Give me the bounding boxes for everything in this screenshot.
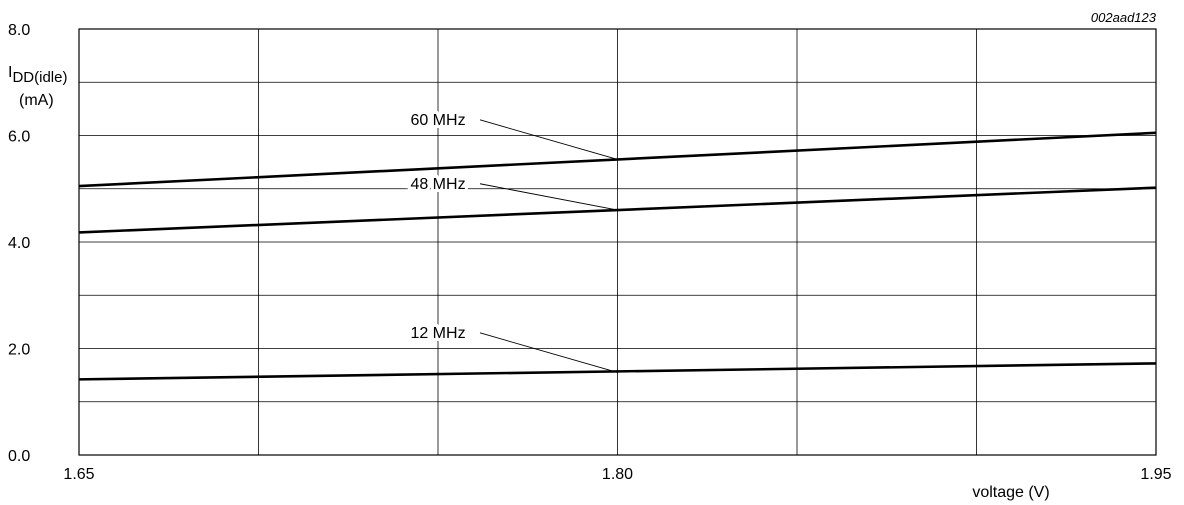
y-tick-label: 8.0 bbox=[8, 22, 30, 39]
y-tick-label: 2.0 bbox=[8, 342, 30, 359]
y-tick-labels: 0.0 2.0 4.0 6.0 8.0 bbox=[8, 22, 30, 465]
x-axis-label: voltage (V) bbox=[972, 484, 1049, 501]
x-tick-label: 1.65 bbox=[63, 466, 94, 483]
series-leader-line bbox=[479, 332, 618, 373]
series-label: 12 MHz bbox=[410, 325, 465, 342]
y-axis-symbol: I bbox=[8, 64, 12, 81]
x-tick-label: 1.95 bbox=[1140, 466, 1171, 483]
y-axis-label: IDD(idle) bbox=[8, 64, 67, 86]
y-tick-label: 4.0 bbox=[8, 235, 30, 252]
y-axis-unit: (mA) bbox=[19, 92, 54, 109]
series-label: 48 MHz bbox=[410, 176, 465, 193]
y-axis-subscript: DD(idle) bbox=[12, 69, 67, 86]
series-line bbox=[78, 362, 1157, 381]
x-tick-labels: 1.65 1.80 1.95 bbox=[63, 466, 1171, 483]
series-label: 60 MHz bbox=[410, 112, 465, 129]
y-tick-label: 0.0 bbox=[8, 448, 30, 465]
x-tick-label: 1.80 bbox=[602, 466, 633, 483]
y-tick-label: 6.0 bbox=[8, 129, 30, 146]
series-annotations: 60 MHz 48 MHz 12 MHz bbox=[407, 109, 618, 373]
figure-id-code: 002aad123 bbox=[1091, 10, 1157, 25]
grid bbox=[78, 28, 1157, 456]
plot-frame bbox=[78, 28, 1157, 456]
series-leader-line bbox=[479, 183, 618, 211]
series-leader-line bbox=[479, 119, 618, 160]
